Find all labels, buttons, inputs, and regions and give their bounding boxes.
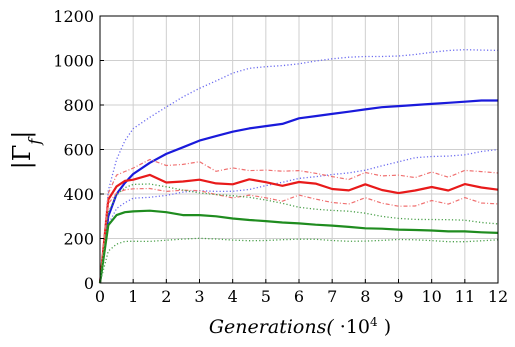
x-tick-label: 1 xyxy=(128,287,138,306)
x-tick-label: 9 xyxy=(393,287,403,306)
x-axis-label-exp: 4 xyxy=(370,315,378,329)
x-tick-label: 4 xyxy=(228,287,238,306)
series-line-7 xyxy=(98,209,499,284)
x-tick-label: 2 xyxy=(161,287,171,306)
x-tick-label: 7 xyxy=(327,287,337,306)
x-tick-label: 8 xyxy=(360,287,370,306)
x-tick-label: 10 xyxy=(421,287,441,306)
x-axis-label: Generations( ·104 ) xyxy=(209,315,391,338)
y-tick-label: 1000 xyxy=(53,52,94,71)
series-line-1 xyxy=(98,99,498,284)
y-axis-label: |Γf| xyxy=(8,131,44,170)
grid-lines xyxy=(100,16,498,283)
series-group xyxy=(98,49,499,284)
series-line-8 xyxy=(99,183,499,284)
x-tick-label: 12 xyxy=(488,287,508,306)
series-line-4 xyxy=(98,173,499,284)
y-tick-label: 400 xyxy=(63,185,94,204)
y-tick-label: 1200 xyxy=(53,7,94,26)
y-tick-label: 200 xyxy=(63,230,94,249)
y-axis-label-close: | xyxy=(8,131,37,139)
x-tick-label: 0 xyxy=(95,287,105,306)
x-axis-label-main: Generations( xyxy=(209,316,334,338)
y-axis-label-main: |Γ xyxy=(8,145,37,170)
series-line-2 xyxy=(99,49,499,284)
x-tick-label: 3 xyxy=(194,287,204,306)
y-tick-label: 800 xyxy=(63,96,94,115)
x-tick-label: 11 xyxy=(455,287,475,306)
y-tick-label: 600 xyxy=(63,141,94,160)
x-axis-label-close: ) xyxy=(378,316,391,338)
series-line-9 xyxy=(99,237,499,284)
x-tick-label: 6 xyxy=(294,287,304,306)
series-line-3 xyxy=(99,148,499,284)
y-axis-label-sub: f xyxy=(25,136,44,146)
series-line-6 xyxy=(99,187,499,284)
x-tick-label: 5 xyxy=(261,287,271,306)
y-tick-label: 0 xyxy=(84,274,94,293)
x-axis-label-factor: ·10 xyxy=(334,316,370,338)
